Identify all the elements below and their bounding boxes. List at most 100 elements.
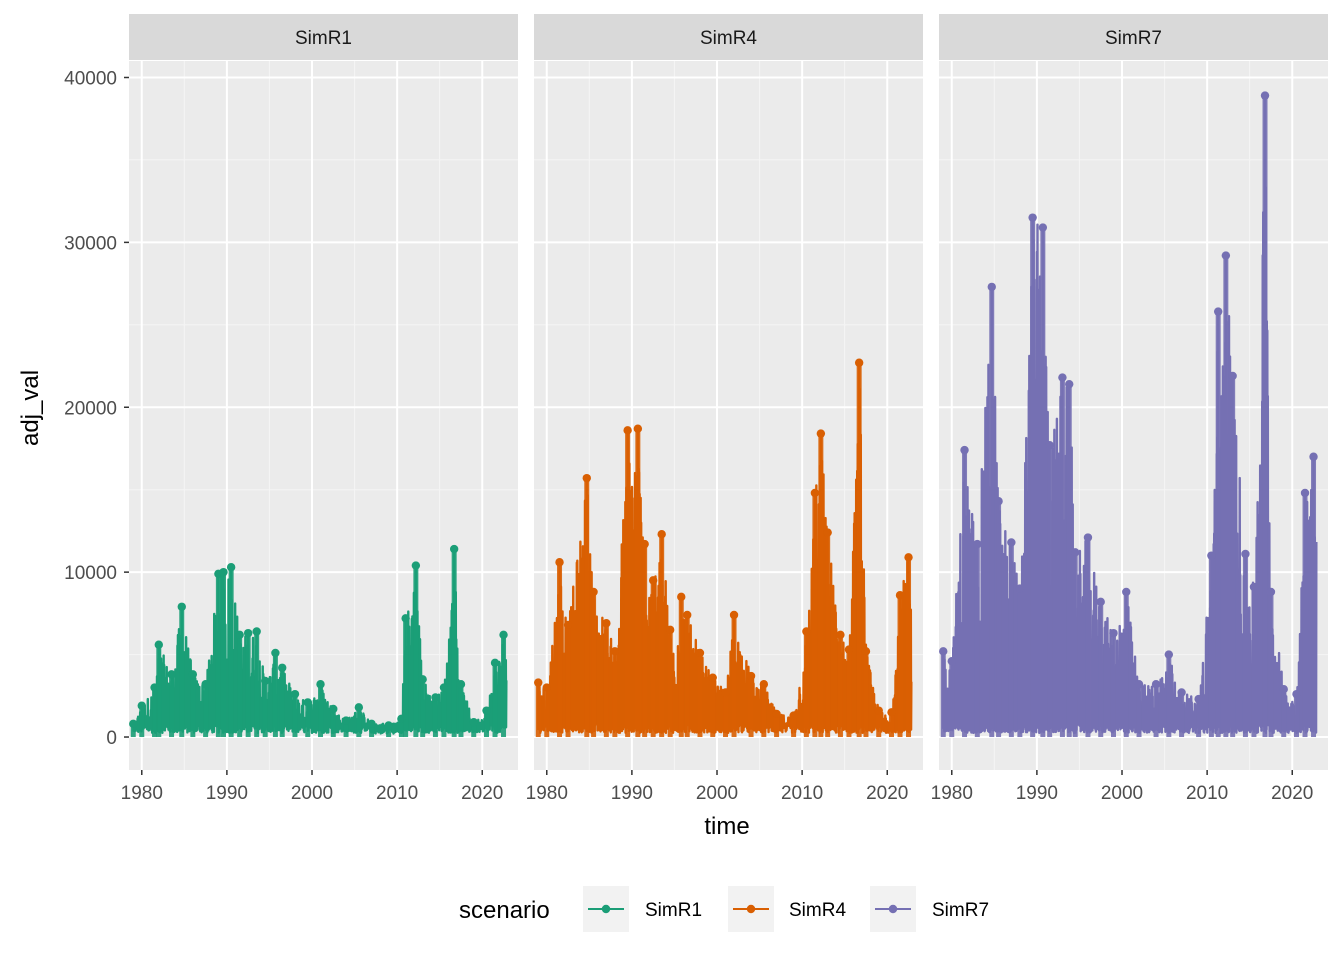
facet-strip-label: SimR7 bbox=[1105, 28, 1162, 49]
data-point bbox=[1260, 91, 1270, 100]
data-point bbox=[1007, 538, 1016, 547]
data-point bbox=[987, 282, 996, 292]
data-point bbox=[278, 663, 287, 672]
data-point bbox=[316, 680, 325, 689]
peak-column bbox=[761, 684, 767, 738]
data-point bbox=[960, 445, 969, 455]
data-point bbox=[1109, 628, 1118, 638]
peak-column bbox=[369, 723, 375, 738]
peak-column bbox=[1040, 227, 1046, 738]
facet-panels: SimR1 1980 1990 2000 2010 2020 SimR4 1980 1990 20… bbox=[121, 14, 1328, 804]
data-point bbox=[418, 675, 427, 684]
legend-label: SimR1 bbox=[645, 900, 702, 921]
peak-column bbox=[1196, 699, 1202, 738]
peak-column bbox=[484, 710, 490, 738]
data-point bbox=[329, 704, 338, 714]
peak-column bbox=[441, 687, 447, 738]
facet-strip bbox=[939, 14, 1328, 60]
data-point bbox=[188, 670, 198, 679]
peak-column bbox=[1208, 555, 1214, 738]
data-point bbox=[1015, 584, 1025, 593]
data-point bbox=[1058, 373, 1067, 382]
data-point bbox=[1177, 688, 1186, 697]
data-point bbox=[904, 553, 913, 562]
y-axis-title: adj_val bbox=[17, 370, 44, 446]
peak-column bbox=[996, 501, 1002, 738]
peak-column bbox=[949, 661, 955, 738]
legend-label: SimR4 bbox=[789, 900, 846, 921]
peak-column bbox=[1262, 95, 1268, 738]
peak-column bbox=[1215, 311, 1221, 738]
peak-column bbox=[237, 634, 243, 738]
peak-column bbox=[1072, 552, 1078, 738]
facet-strip-label: SimR4 bbox=[700, 28, 757, 49]
peak-column bbox=[305, 702, 311, 738]
series-simr1 bbox=[129, 544, 508, 738]
data-point bbox=[449, 544, 459, 554]
peak-column bbox=[356, 707, 362, 738]
peak-column bbox=[1294, 694, 1300, 738]
data-point bbox=[252, 627, 261, 636]
peak-column bbox=[889, 712, 895, 738]
series-simr7 bbox=[939, 91, 1318, 738]
peak-column bbox=[535, 682, 541, 738]
y-tick-label: 0 bbox=[106, 728, 117, 749]
legend: scenario SimR1 SimR4 SimR7 bbox=[459, 886, 989, 932]
data-point bbox=[1213, 307, 1223, 316]
data-point bbox=[354, 703, 364, 712]
peak-column bbox=[215, 573, 221, 738]
data-point bbox=[563, 620, 573, 630]
data-point bbox=[589, 587, 598, 597]
y-tick-label: 30000 bbox=[64, 233, 117, 254]
peak-column bbox=[398, 718, 404, 738]
peak-column bbox=[1136, 684, 1142, 738]
series-simr4 bbox=[534, 358, 913, 738]
data-point bbox=[490, 658, 500, 668]
data-point bbox=[167, 670, 176, 679]
peak-column bbox=[1179, 692, 1185, 738]
legend-entry-simr7: SimR7 bbox=[870, 886, 989, 932]
data-point bbox=[810, 488, 820, 498]
legend-key-point bbox=[888, 904, 898, 914]
peak-column bbox=[203, 684, 209, 738]
peak-column bbox=[603, 623, 609, 738]
peak-column bbox=[723, 692, 729, 738]
peak-column bbox=[1066, 384, 1072, 738]
peak-column bbox=[1017, 588, 1023, 738]
peak-column bbox=[791, 715, 797, 738]
peak-column bbox=[1268, 591, 1274, 738]
data-point bbox=[137, 701, 146, 710]
data-point bbox=[816, 429, 826, 438]
data-point bbox=[154, 640, 163, 649]
peak-column bbox=[343, 720, 349, 738]
x-tick-label: 2000 bbox=[1101, 783, 1143, 804]
peak-column bbox=[1008, 542, 1014, 738]
data-point bbox=[836, 630, 845, 639]
data-point bbox=[665, 625, 675, 635]
data-point bbox=[746, 671, 756, 681]
peak-column bbox=[292, 694, 298, 738]
peak-column bbox=[697, 652, 703, 738]
legend-label: SimR7 bbox=[932, 900, 989, 921]
data-point bbox=[887, 708, 896, 717]
data-point bbox=[895, 591, 905, 600]
peak-column bbox=[825, 532, 831, 738]
x-tick-label: 2000 bbox=[291, 783, 333, 804]
data-point bbox=[657, 530, 666, 539]
peak-column bbox=[635, 428, 641, 738]
x-tick-label: 1990 bbox=[1016, 783, 1058, 804]
peak-column bbox=[1153, 684, 1159, 738]
peak-column bbox=[220, 572, 226, 738]
data-point bbox=[482, 706, 491, 715]
peak-column bbox=[659, 534, 665, 738]
peak-column bbox=[413, 565, 419, 738]
data-point bbox=[129, 719, 138, 729]
data-point bbox=[721, 688, 730, 697]
data-point bbox=[947, 656, 956, 666]
x-tick-label: 1980 bbox=[931, 783, 973, 804]
peak-column bbox=[940, 651, 946, 738]
data-point bbox=[456, 680, 466, 689]
data-point bbox=[1134, 680, 1144, 689]
data-point bbox=[1309, 452, 1318, 461]
